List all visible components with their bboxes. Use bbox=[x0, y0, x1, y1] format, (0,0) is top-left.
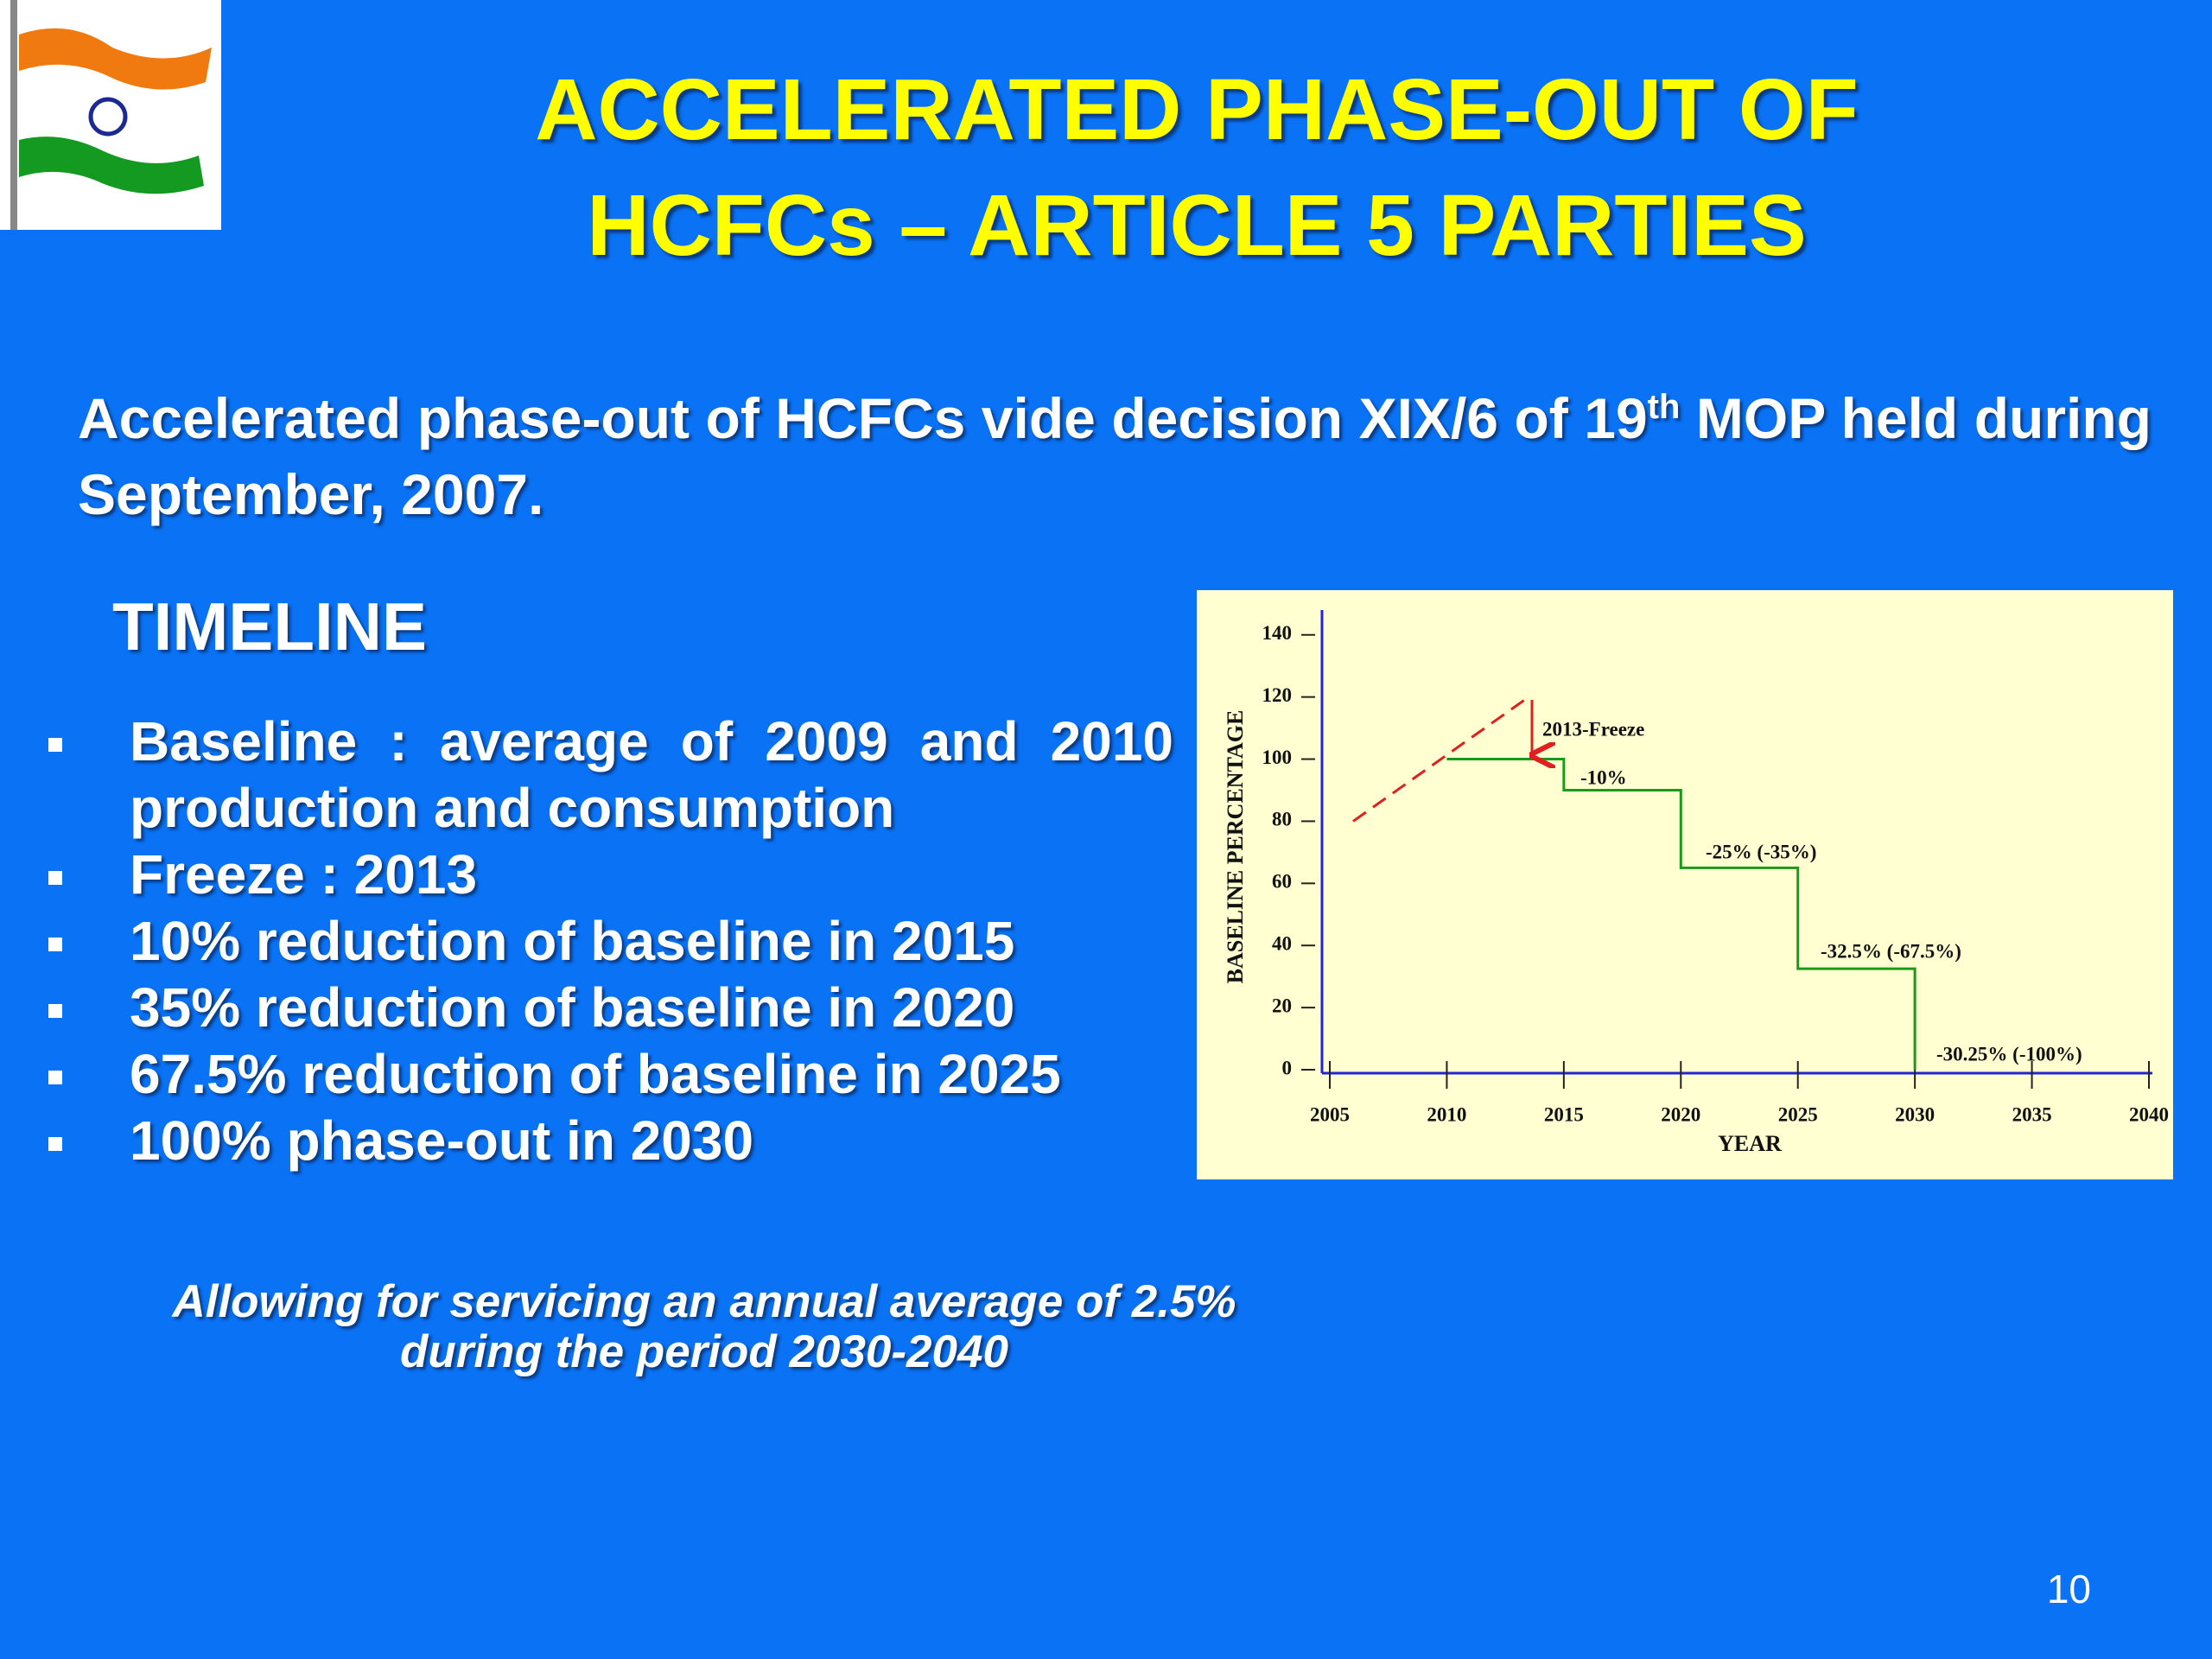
bullet: 100% phase-out in 2030 bbox=[43, 1108, 1173, 1174]
line bbox=[1352, 696, 1530, 823]
annotation: -10% bbox=[1580, 766, 1627, 788]
x-axis-label: YEAR bbox=[1718, 1131, 1782, 1156]
intro-text: Accelerated phase-out of HCFCs vide deci… bbox=[78, 386, 1648, 450]
bullet: Baseline : average of 2009 and 2010 prod… bbox=[43, 709, 1173, 842]
title: ACCELERATED PHASE-OUT OF HCFCs – ARTICLE… bbox=[363, 52, 2031, 283]
x-tick-label: 2040 bbox=[2129, 1103, 2169, 1125]
line bbox=[1446, 758, 1916, 1070]
y-tick-label: 120 bbox=[1262, 684, 1293, 706]
x-tick-label: 2035 bbox=[2012, 1103, 2052, 1125]
y-tick-label: 100 bbox=[1262, 747, 1293, 768]
title-line: ACCELERATED PHASE-OUT OF bbox=[535, 61, 1859, 158]
y-tick-label: 40 bbox=[1272, 932, 1292, 954]
bullet: 10% reduction of baseline in 2015 bbox=[43, 908, 1173, 975]
x-tick-label: 2010 bbox=[1427, 1103, 1466, 1125]
x-tick-label: 2005 bbox=[1310, 1103, 1350, 1125]
bullet: Freeze : 2013 bbox=[43, 842, 1173, 908]
annotation: 2013-Freeze bbox=[1542, 718, 1644, 740]
annotation: -30.25% (-100%) bbox=[1936, 1043, 2082, 1065]
bullet-list: Baseline : average of 2009 and 2010 prod… bbox=[43, 709, 1173, 1174]
y-axis-label: BASELINE PERCENTAGE bbox=[1223, 710, 1248, 984]
bullet: 67.5% reduction of baseline in 2025 bbox=[43, 1041, 1173, 1108]
y-tick-label: 80 bbox=[1272, 809, 1292, 830]
x-tick-label: 2020 bbox=[1661, 1103, 1700, 1125]
intro: Accelerated phase-out of HCFCs vide deci… bbox=[78, 380, 2152, 532]
bullet: 35% reduction of baseline in 2020 bbox=[43, 975, 1173, 1041]
annotation: -25% (-35%) bbox=[1706, 841, 1816, 862]
intro-sup: th bbox=[1647, 388, 1681, 426]
title-line: HCFCs – ARTICLE 5 PARTIES bbox=[587, 177, 1807, 274]
y-tick-label: 140 bbox=[1262, 622, 1293, 644]
page-number: 10 bbox=[2046, 1567, 2091, 1611]
chart-background bbox=[1197, 590, 2173, 1179]
y-tick-label: 20 bbox=[1272, 995, 1292, 1016]
x-tick-label: 2015 bbox=[1544, 1103, 1584, 1125]
note-line: Allowing for servicing an annual average… bbox=[172, 1276, 1236, 1327]
x-tick-label: 2025 bbox=[1778, 1103, 1818, 1125]
note-line: during the period 2030-2040 bbox=[400, 1326, 1008, 1377]
note: Allowing for servicing an annual average… bbox=[86, 1277, 1322, 1377]
flag bbox=[0, 0, 221, 230]
x-tick-label: 2030 bbox=[1895, 1103, 1935, 1125]
y-tick-label: 60 bbox=[1272, 871, 1292, 893]
y-tick-label: 0 bbox=[1282, 1057, 1293, 1078]
intro-text: MOP held during September, 2007. bbox=[78, 386, 2152, 526]
timeline-heading: TIMELINE bbox=[112, 588, 427, 664]
annotation: -32.5% (-67.5%) bbox=[1821, 940, 1961, 962]
